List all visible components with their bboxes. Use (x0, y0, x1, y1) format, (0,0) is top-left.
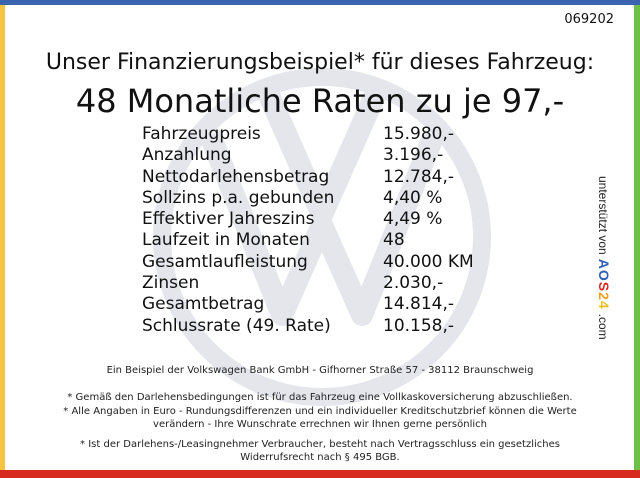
row-label: Zinsen (142, 273, 200, 294)
footnote-withdrawal-2: Widerrufsrecht nach § 495 BGB. (240, 452, 400, 463)
table-row: Gesamtbetrag 14.814,- (142, 294, 542, 315)
table-row: Gesamtlaufleistung 40.000 KM (142, 252, 542, 273)
bank-info: Ein Beispiel der Volkswagen Bank GmbH - … (106, 365, 534, 376)
row-label: Anzahlung (142, 145, 232, 166)
table-row: Sollzins p.a. gebunden 4,40 % (142, 188, 542, 209)
financing-table: (function(){ const d=JSON.parse(document… (142, 124, 542, 337)
row-value: 4,40 % (383, 187, 443, 208)
aos24-logo: AOS24 (596, 258, 612, 310)
table-row: Laufzeit in Monaten 48 (142, 230, 542, 251)
row-label: Gesamtlaufleistung (142, 251, 308, 272)
table-row: Schlussrate (49. Rate) 10.158,- (142, 316, 542, 337)
bottom-border (0, 470, 640, 478)
row-value: 12.784,- (383, 166, 455, 187)
sponsor-prefix: unterstützt von (596, 176, 610, 255)
footnote-euro-2: verändern - Ihre Wunschrate errechnen wi… (153, 419, 487, 430)
table-row: Effektiver Jahreszins 4,49 % (142, 209, 542, 230)
table-row: Anzahlung 3.196,- (142, 145, 542, 166)
row-value: 4,49 % (383, 209, 443, 230)
sponsor-suffix: .com (596, 313, 610, 340)
top-border (0, 0, 640, 5)
sponsor-credit: unterstützt von AOS24 .com (596, 176, 612, 340)
footnote-withdrawal-1: * Ist der Darlehens-/Leasingnehmer Verbr… (80, 439, 560, 450)
rate-headline: 48 Monatliche Raten zu je 97,- (75, 82, 565, 120)
row-value: 40.000 KM (383, 251, 474, 272)
row-value: 2.030,- (383, 273, 444, 294)
row-value: 14.814,- (383, 294, 455, 315)
table-row: Zinsen 2.030,- (142, 273, 542, 294)
row-label: Schlussrate (49. Rate) (142, 315, 331, 336)
page-title: Unser Finanzierungsbeispiel* für dieses … (45, 50, 595, 75)
row-value: 15.980,- (383, 124, 455, 144)
offer-code: 069202 (564, 12, 614, 27)
table-row: Fahrzeugpreis 15.980,- (142, 124, 542, 145)
right-border (634, 5, 640, 470)
row-label: Effektiver Jahreszins (142, 209, 315, 230)
left-border (0, 5, 5, 470)
row-label: Sollzins p.a. gebunden (142, 187, 335, 208)
row-value: 48 (383, 230, 405, 251)
footnote-insurance: * Gemäß den Darlehensbedingungen ist für… (67, 392, 573, 403)
table-row: Nettodarlehensbetrag 12.784,- (142, 167, 542, 188)
row-value: 3.196,- (383, 145, 444, 166)
row-label: Fahrzeugpreis (142, 124, 261, 144)
footnote-euro-1: * Alle Angaben in Euro - Rundungsdiffere… (63, 406, 577, 417)
row-label: Laufzeit in Monaten (142, 230, 310, 251)
row-value: 10.158,- (383, 315, 455, 336)
row-label: Gesamtbetrag (142, 294, 265, 315)
row-label: Nettodarlehensbetrag (142, 166, 330, 187)
vw-logo-watermark (153, 68, 491, 406)
